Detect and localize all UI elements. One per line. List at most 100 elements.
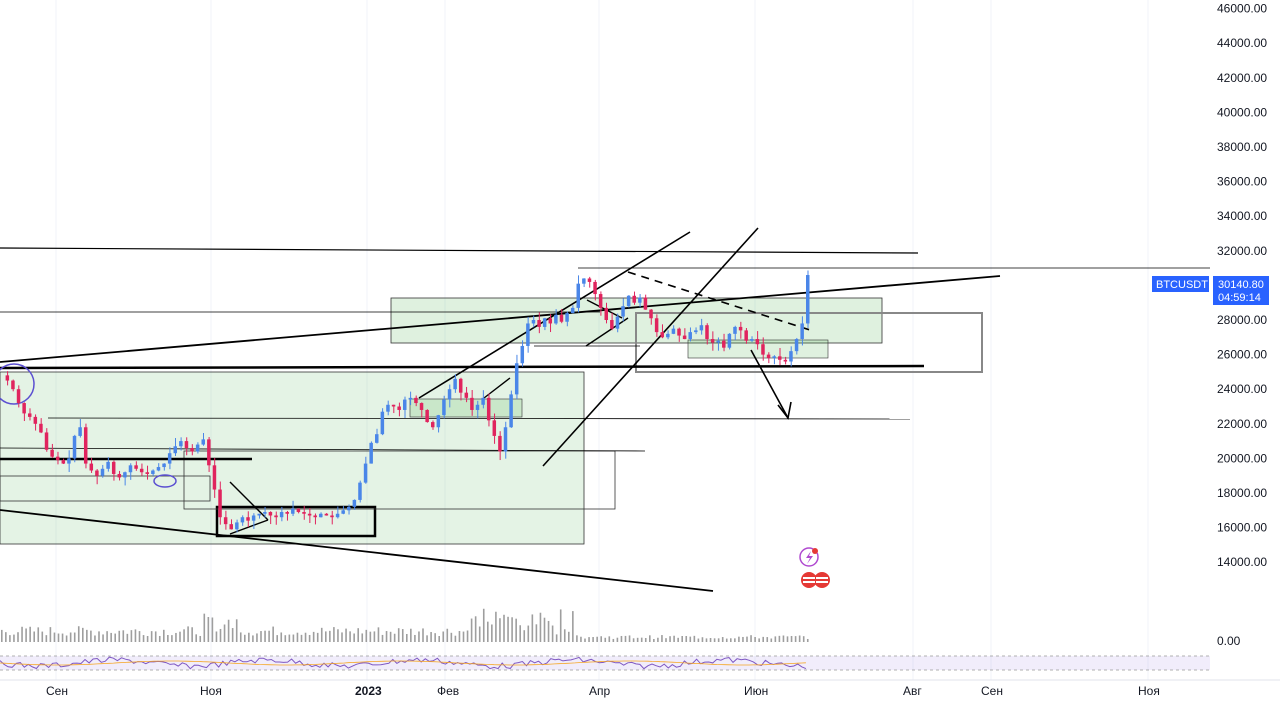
candle-body — [682, 335, 687, 340]
candle-body — [554, 314, 558, 324]
candle-body — [565, 313, 569, 322]
volume-bar — [320, 627, 323, 642]
candle-body — [542, 318, 547, 327]
candles — [5, 270, 810, 533]
volume-bar — [576, 635, 578, 642]
x-tick-nov-2: Ноя — [1138, 684, 1160, 698]
candle-body — [335, 513, 340, 518]
lower-level-line — [47, 417, 911, 420]
volume-bar — [446, 628, 449, 642]
y-tick-label: 22000.00 — [1217, 417, 1267, 431]
volume-bar — [272, 626, 274, 642]
candle-body — [386, 404, 390, 412]
volume-bar — [106, 631, 108, 642]
candle-body — [207, 439, 211, 466]
rsi-line — [0, 656, 807, 670]
candle-body — [134, 465, 138, 469]
candle-body — [453, 378, 457, 390]
volume-bar — [154, 631, 157, 642]
volume-bar — [640, 637, 643, 642]
volume-bar — [616, 637, 619, 642]
volume-bar — [478, 626, 481, 642]
lower-trendline — [0, 509, 714, 592]
volume-bar — [49, 627, 52, 642]
top-horizontal-line — [0, 247, 919, 254]
flag-line — [585, 317, 629, 347]
candle-body — [11, 380, 15, 390]
candle-body — [783, 359, 788, 362]
volume-bar — [790, 635, 793, 642]
volume-bar — [519, 625, 521, 642]
volume-bar — [742, 636, 744, 642]
x-axis[interactable]: Сен Ноя 2023 Фев Апр Июн Авг Сен Ноя — [46, 684, 1160, 698]
volume-bar — [300, 634, 303, 642]
volume-bar — [98, 631, 100, 642]
volume-bar — [426, 635, 428, 642]
candle-body — [671, 328, 676, 334]
circle-marker — [0, 363, 35, 405]
candle-body — [666, 333, 670, 338]
candle-body — [190, 448, 194, 452]
event-icons[interactable] — [799, 547, 830, 588]
volume-bar — [126, 633, 129, 642]
volume-bar — [389, 631, 392, 642]
y-tick-label: 14000.00 — [1217, 555, 1267, 569]
small-arrow-line — [483, 377, 511, 399]
candle-body — [274, 515, 278, 518]
volume-bar — [312, 631, 315, 642]
volume-bar — [401, 629, 404, 642]
flag-stripe-2 — [816, 577, 828, 579]
candle-body — [296, 508, 301, 513]
alert-dot — [812, 548, 818, 554]
volume-bar — [41, 631, 44, 642]
y-axis[interactable]: 46000.00 44000.00 42000.00 40000.00 38000.00… — [1217, 2, 1267, 570]
candle-body — [710, 339, 715, 343]
volume-bar — [559, 609, 562, 642]
candle-body — [604, 307, 608, 320]
rsi-band — [0, 656, 1210, 670]
candle-body — [16, 389, 21, 404]
dashed-projection-line — [627, 271, 811, 331]
volume-bar — [644, 638, 647, 642]
x-tick-sep: Сен — [46, 684, 68, 698]
volume-bar — [750, 635, 752, 642]
x-tick-aug: Авг — [903, 684, 922, 698]
candle-body — [50, 449, 54, 457]
candle-body — [184, 441, 189, 449]
candle-body — [498, 435, 502, 452]
volume-bar — [118, 630, 121, 642]
candle-body — [195, 444, 200, 452]
volume-bar — [649, 635, 651, 642]
candle-body — [408, 397, 413, 400]
candle-body — [223, 517, 228, 525]
rsi-pane — [0, 655, 1210, 671]
volume-bar — [568, 631, 570, 642]
volume-bar — [203, 613, 206, 642]
volume-bar — [1, 629, 3, 642]
candle-body — [167, 453, 172, 464]
candle-body — [615, 316, 620, 329]
candle-body — [313, 515, 317, 518]
candle-body — [257, 513, 261, 516]
candle-body — [33, 416, 38, 424]
price-label-box — [1213, 276, 1269, 305]
volume-bar — [466, 630, 469, 642]
y-tick-label: 20000.00 — [1217, 451, 1267, 465]
candle-body — [632, 295, 636, 303]
volume-bar — [86, 629, 88, 642]
candle-body — [470, 397, 474, 410]
volume-bar — [377, 627, 380, 642]
candle-body — [705, 325, 709, 340]
volume-bar — [211, 617, 214, 642]
candle-body — [285, 512, 289, 514]
candle-body — [442, 399, 446, 416]
zones[interactable] — [0, 297, 983, 545]
volume-bar — [462, 631, 465, 642]
candle-body — [123, 472, 127, 478]
candle-body — [492, 420, 497, 436]
trendlines[interactable] — [0, 227, 1210, 592]
markers — [0, 363, 177, 488]
volume-bar — [393, 633, 396, 642]
volume-bar — [762, 636, 764, 642]
